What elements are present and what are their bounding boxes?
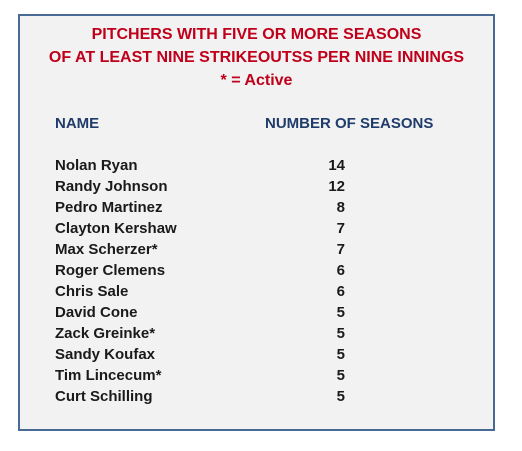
season-count: 5: [336, 346, 345, 363]
table-row: Clayton Kershaw 7: [20, 218, 493, 239]
table-panel: PITCHERS WITH FIVE OR MORE SEASONS OF AT…: [18, 14, 495, 431]
season-count: 5: [336, 325, 345, 342]
pitcher-name: Clayton Kershaw: [55, 220, 177, 237]
title-line-3: * = Active: [220, 72, 293, 89]
title-line-2: OF AT LEAST NINE STRIKEOUTSS PER NINE IN…: [48, 49, 465, 66]
table-row: Pedro Martinez 8: [20, 197, 493, 218]
table-row: Chris Sale 6: [20, 281, 493, 302]
pitcher-name: Randy Johnson: [55, 178, 168, 195]
pitcher-name: Tim Lincecum*: [55, 367, 162, 384]
season-count: 5: [336, 388, 345, 405]
table-row: Zack Greinke* 5: [20, 323, 493, 344]
pitcher-name: David Cone: [55, 304, 138, 321]
title-line-1: PITCHERS WITH FIVE OR MORE SEASONS: [91, 26, 422, 43]
season-count: 12: [328, 178, 345, 195]
pitcher-name: Max Scherzer*: [55, 241, 158, 258]
table-row: Nolan Ryan 14: [20, 155, 493, 176]
table-row: Curt Schilling 5: [20, 386, 493, 407]
season-count: 5: [336, 304, 345, 321]
pitcher-name: Zack Greinke*: [55, 325, 156, 342]
season-count: 8: [336, 199, 345, 216]
pitcher-name: Roger Clemens: [55, 262, 166, 279]
season-count: 6: [336, 262, 345, 279]
table-row: Max Scherzer* 7: [20, 239, 493, 260]
pitcher-name: Curt Schilling: [55, 388, 153, 405]
season-count: 14: [328, 157, 345, 174]
table-row: David Cone 5: [20, 302, 493, 323]
season-count: 5: [336, 367, 345, 384]
column-header-name: NAME: [55, 115, 100, 132]
season-count: 6: [336, 283, 345, 300]
pitcher-name: Chris Sale: [55, 283, 129, 300]
table-row: Tim Lincecum* 5: [20, 365, 493, 386]
pitcher-name: Pedro Martinez: [55, 199, 163, 216]
pitcher-name: Nolan Ryan: [55, 157, 138, 174]
pitcher-name: Sandy Koufax: [55, 346, 156, 363]
table-row: Sandy Koufax 5: [20, 344, 493, 365]
season-count: 7: [336, 220, 345, 237]
column-header-seasons: NUMBER OF SEASONS: [265, 115, 434, 132]
table-row: Roger Clemens 6: [20, 260, 493, 281]
table-row: Randy Johnson 12: [20, 176, 493, 197]
season-count: 7: [336, 241, 345, 258]
pitcher-list: Nolan Ryan 14 Randy Johnson 12 Pedro Mar…: [20, 155, 493, 407]
